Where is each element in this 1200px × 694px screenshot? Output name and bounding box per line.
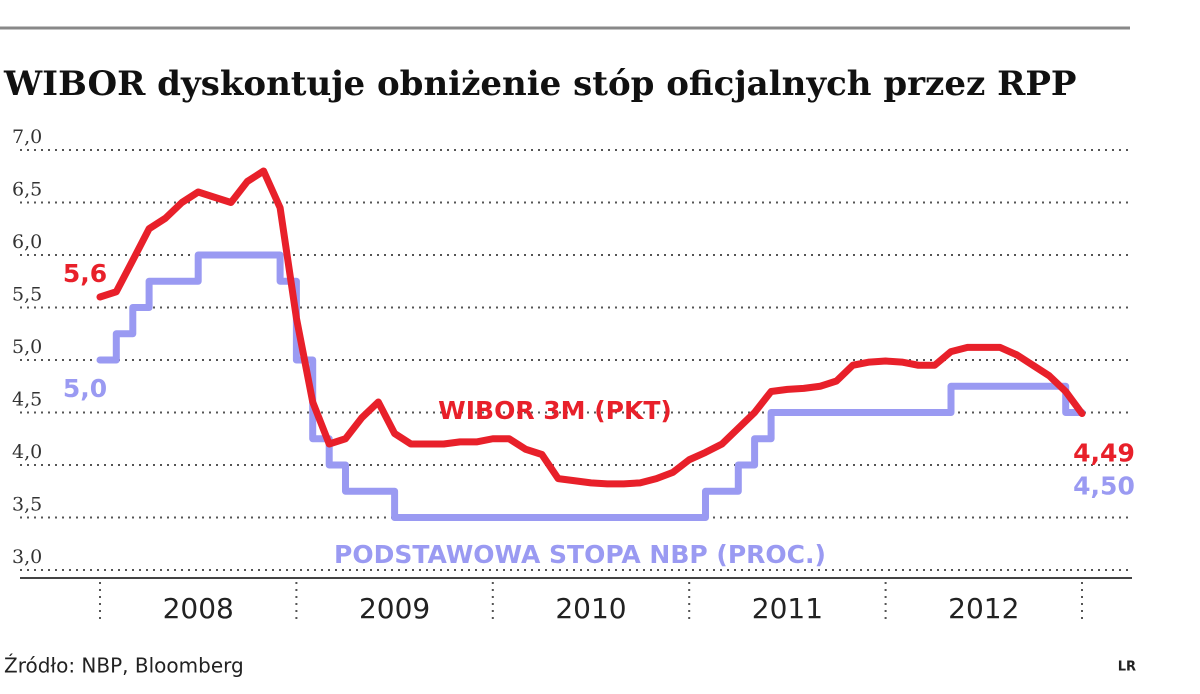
y-tick-label: 7,0	[12, 126, 42, 148]
series-label: PODSTAWOWA STOPA NBP (PROC.)	[334, 540, 826, 569]
y-tick-label: 4,5	[12, 389, 42, 411]
value-label: 5,0	[63, 374, 107, 403]
series-label: WIBOR 3M (PKT)	[438, 396, 672, 425]
value-label: 4,50	[1073, 472, 1135, 501]
y-tick-label: 4,0	[12, 441, 42, 463]
year-label: 2009	[359, 592, 430, 625]
source: Źródło: NBP, Bloomberg	[4, 654, 244, 678]
y-tick-label: 6,0	[12, 231, 42, 253]
series-line	[96, 251, 1086, 521]
year-label: 2008	[163, 592, 234, 625]
y-tick-label: 3,0	[12, 546, 42, 568]
y-tick-label: 5,5	[12, 284, 42, 306]
chart-title: WIBOR dyskontuje obniżenie stóp oficjaln…	[3, 64, 1077, 104]
series-line	[96, 167, 1086, 488]
y-tick-label: 5,0	[12, 336, 42, 358]
year-label: 2011	[752, 592, 823, 625]
year-label: 2010	[555, 592, 626, 625]
y-tick-label: 3,5	[12, 494, 42, 516]
logo: LR	[1118, 660, 1136, 675]
year-label: 2012	[948, 592, 1019, 625]
y-tick-label: 6,5	[12, 179, 42, 201]
value-label: 4,49	[1073, 439, 1135, 468]
value-label: 5,6	[63, 259, 107, 288]
